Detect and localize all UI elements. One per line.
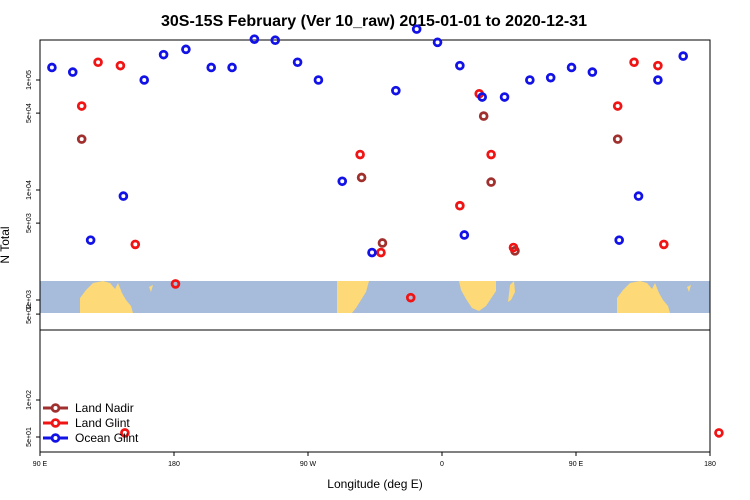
new-zealand-island (149, 285, 153, 292)
land-nadir-point (478, 111, 489, 121)
land-nadir-point (356, 172, 367, 183)
australia-landmass (80, 281, 133, 313)
land-glint-point (355, 149, 365, 160)
ocean-glint-point (587, 67, 598, 77)
land-glint-point (120, 428, 130, 438)
legend-label-ocean-glint: Ocean Glint (75, 431, 139, 445)
ocean-glint-point (67, 67, 78, 77)
land-glint-point (93, 57, 103, 68)
x-axis-label: Longitude (deg E) (327, 477, 422, 491)
ocean-glint-point (270, 35, 281, 46)
y-tick-label: 5e+03 (26, 213, 33, 233)
x-tick-label: 90 W (300, 461, 317, 468)
x-tick-label: 0 (440, 461, 444, 468)
land-glint-point (612, 101, 623, 111)
land-glint-point (659, 239, 669, 250)
legend-marker-land-glint (50, 418, 61, 428)
ocean-glint-point (181, 44, 191, 55)
ocean-band (40, 281, 710, 313)
ocean-glint-point (367, 247, 377, 258)
ocean-glint-point (432, 37, 443, 48)
land-glint-point (653, 60, 663, 71)
legend-label-land-glint: Land Glint (75, 416, 130, 430)
land-glint-point (130, 239, 141, 250)
lower-panel-frame (39, 329, 711, 453)
ocean-glint-point (85, 235, 96, 245)
ocean-glint-point (566, 62, 577, 73)
ocean-glint-point (47, 62, 57, 73)
ocean-glint-point (633, 191, 644, 201)
ocean-glint-point (525, 75, 535, 85)
ocean-glint-point (206, 62, 217, 73)
ocean-glint-point (614, 235, 624, 245)
x-tick-label: 90 E (569, 461, 584, 468)
land-glint-point (714, 428, 724, 438)
australia-landmass-repeat (617, 281, 670, 313)
land-glint-point (486, 149, 496, 160)
land-glint-point (455, 200, 465, 211)
south-america-landmass (337, 281, 369, 313)
ocean-glint-point (499, 92, 510, 102)
x-tick-label: 180 (704, 461, 716, 468)
x-tick-label: 90 E (33, 461, 48, 468)
land-glint-point (76, 101, 87, 111)
y-tick-label: 5e+01 (26, 427, 33, 447)
world-map-background (40, 281, 710, 313)
ocean-glint-point (477, 92, 488, 102)
ocean-glint-point (391, 85, 401, 96)
land-nadir-point (612, 134, 623, 144)
land-glint-point (629, 57, 639, 68)
madagascar-island (508, 281, 515, 302)
ocean-glint-point (292, 57, 303, 68)
land-glint-point (508, 242, 519, 253)
land-glint-point (405, 292, 416, 303)
ocean-glint-point (545, 72, 556, 83)
axes: 90 E 180 90 W 0 90 E 180 1e+03 5e+03 1e+04 5e+04 1… (26, 70, 716, 468)
legend-label-land-nadir: Land Nadir (75, 401, 134, 415)
y-tick-label: 1e+03 (26, 290, 33, 310)
land-glint-point (115, 60, 126, 71)
ocean-glint-point (118, 191, 129, 201)
ocean-glint-point (411, 24, 422, 34)
ocean-glint-point (139, 75, 150, 85)
y-axis-label: N Total (0, 226, 12, 263)
africa-landmass (459, 281, 496, 311)
legend-marker-ocean-glint (50, 433, 61, 443)
ocean-glint-point (249, 34, 260, 44)
new-zealand-island-repeat (687, 285, 691, 292)
land-glint-point (376, 247, 386, 258)
data-points (47, 24, 724, 438)
ocean-glint-point (459, 230, 470, 240)
ocean-glint-point (227, 62, 237, 73)
y-tick-label: 1e+05 (26, 70, 33, 90)
legend-marker-land-nadir (50, 403, 61, 413)
chart-title: 30S-15S February (Ver 10_raw) 2015-01-01… (161, 13, 587, 30)
ocean-glint-point (455, 60, 465, 71)
y-tick-label: 5e+02 (26, 304, 33, 324)
ocean-glint-point (158, 49, 169, 60)
ocean-glint-point (313, 75, 324, 85)
y-tick-label: 5e+04 (26, 103, 33, 123)
y-tick-label: 1e+02 (26, 390, 33, 410)
y-tick-label: 1e+04 (26, 180, 33, 200)
x-tick-label: 180 (168, 461, 180, 468)
land-nadir-point (486, 177, 496, 187)
ocean-glint-point (678, 51, 688, 61)
ocean-glint-point (337, 176, 348, 187)
land-nadir-point (76, 134, 87, 144)
land-nadir-point (377, 238, 388, 248)
land-glint-point (170, 279, 181, 289)
ocean-glint-point (653, 75, 663, 85)
